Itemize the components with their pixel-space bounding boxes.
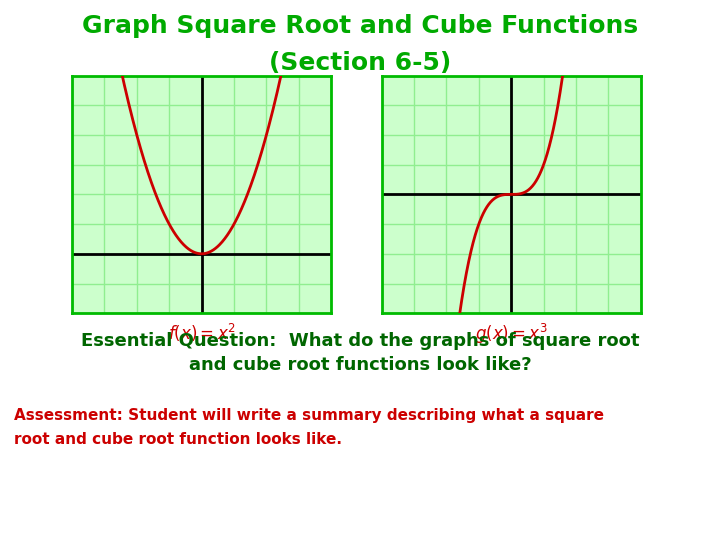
- Text: (Section 6-5): (Section 6-5): [269, 51, 451, 75]
- Text: Assessment: Student will write a summary describing what a square: Assessment: Student will write a summary…: [14, 408, 604, 423]
- Text: and cube root functions look like?: and cube root functions look like?: [189, 356, 531, 374]
- X-axis label: $\mathit{g(x)} = \mathit{x}^{3}$: $\mathit{g(x)} = \mathit{x}^{3}$: [474, 321, 548, 346]
- Text: Graph Square Root and Cube Functions: Graph Square Root and Cube Functions: [82, 14, 638, 37]
- Text: root and cube root function looks like.: root and cube root function looks like.: [14, 432, 343, 447]
- X-axis label: $\mathit{f(x)} = \mathit{x}^{2}$: $\mathit{f(x)} = \mathit{x}^{2}$: [168, 321, 235, 343]
- Text: Essential Question:  What do the graphs of square root: Essential Question: What do the graphs o…: [81, 332, 639, 350]
